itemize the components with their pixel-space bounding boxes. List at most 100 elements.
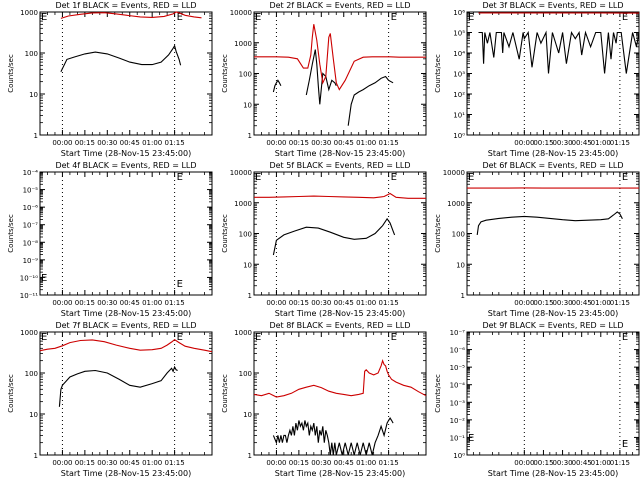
e-marker-top: E	[622, 172, 628, 183]
x-tick-label: 00:00	[514, 459, 534, 467]
plot-frame	[39, 171, 213, 296]
y-tick-label: 10⁻⁹	[23, 257, 39, 265]
chart-title: Det 7f BLACK = Events, RED = LLD	[55, 321, 196, 330]
y-tick-label: 1000	[234, 40, 252, 48]
y-tick-label: 10⁻⁶	[23, 204, 39, 212]
chart-title: Det 1f BLACK = Events, RED = LLD	[55, 1, 196, 10]
x-tick-label: 00:15	[289, 139, 309, 147]
y-tick-label: 10¹	[453, 112, 465, 120]
events-series-line	[58, 365, 178, 407]
x-tick-label: 01:00	[142, 459, 162, 467]
plot-frame	[466, 171, 640, 296]
y-tick-label: 10⁻²	[450, 417, 466, 425]
y-tick-label: 100	[25, 50, 38, 58]
x-tick-label: 00:15	[289, 299, 309, 307]
x-tick-label: 00:15	[533, 459, 553, 467]
events-series-line	[347, 75, 394, 126]
y-axis-label: Counts/sec	[7, 54, 15, 93]
y-tick-label: 10	[243, 261, 252, 269]
x-tick-label: 00:00	[52, 299, 72, 307]
panel-5: Det 5f BLACK = Events, RED = LLD Counts/s…	[221, 161, 427, 318]
x-axis-label: Start Time (28-Nov-15 23:45:00)	[61, 469, 191, 478]
x-axis-label: Start Time (28-Nov-15 23:45:00)	[488, 149, 618, 158]
y-tick-label: 10⁶	[453, 9, 465, 17]
x-tick-label: 00:00	[52, 459, 72, 467]
y-tick-label: 10000	[443, 169, 465, 177]
panel-7: Det 7f BLACK = Events, RED = LLD Counts/s…	[7, 321, 213, 478]
x-tick-label: 01:15	[165, 139, 185, 147]
x-tick-label: 00:30	[552, 139, 572, 147]
y-tick-label: 1000	[234, 200, 252, 208]
y-tick-label: 10⁴	[453, 50, 465, 58]
y-tick-label: 10⁻⁸	[23, 239, 39, 247]
y-axis-label: Counts/sec	[434, 374, 442, 413]
x-tick-label: 00:45	[120, 459, 140, 467]
e-marker-bottom: E	[177, 279, 183, 290]
y-tick-label: 1	[248, 292, 252, 300]
panel-9: Det 9f BLACK = Events, RED = LLD Counts/s…	[434, 321, 640, 478]
e-marker-left: E	[41, 273, 47, 284]
e-marker-top: E	[622, 332, 628, 343]
x-tick-label: 00:45	[334, 139, 354, 147]
x-axis-label: Start Time (28-Nov-15 23:45:00)	[488, 309, 618, 318]
x-tick-label: 01:00	[591, 139, 611, 147]
x-tick-label: 00:45	[120, 139, 140, 147]
panel-8: Det 8f BLACK = Events, RED = LLD Counts/s…	[221, 321, 427, 478]
x-tick-label: 01:15	[379, 459, 399, 467]
x-tick-label: 00:00	[266, 139, 286, 147]
y-tick-label: 1	[34, 452, 38, 460]
y-axis-label: Counts/sec	[434, 214, 442, 253]
x-tick-label: 00:45	[334, 459, 354, 467]
y-axis-label: Counts/sec	[221, 54, 229, 93]
x-tick-label: 00:30	[552, 459, 572, 467]
y-tick-label: 1000	[447, 200, 465, 208]
e-marker-left: E	[255, 332, 261, 343]
y-tick-label: 10⁻⁵	[23, 187, 39, 195]
y-tick-label: 10⁻⁴	[23, 169, 39, 177]
y-tick-label: 10000	[230, 9, 252, 17]
y-tick-label: 1	[248, 452, 252, 460]
x-tick-label: 01:15	[610, 139, 630, 147]
y-axis-label: Counts/sec	[7, 374, 15, 413]
y-tick-label: 100	[239, 370, 252, 378]
panel-2: Det 2f BLACK = Events, RED = LLD Counts/s…	[221, 1, 427, 158]
y-tick-label: 10⁻³	[450, 399, 466, 407]
x-tick-label: 01:00	[142, 299, 162, 307]
events-series-line	[478, 30, 640, 74]
events-series-line	[272, 416, 394, 456]
x-tick-label: 00:45	[572, 139, 592, 147]
x-tick-label: 00:30	[97, 299, 117, 307]
y-tick-label: 100	[239, 71, 252, 79]
e-marker-top: E	[177, 12, 183, 23]
plot-frame	[466, 11, 640, 136]
y-axis-label: Counts/sec	[434, 54, 442, 93]
x-tick-label: 00:15	[75, 139, 95, 147]
y-tick-label: 10⁻⁷	[23, 222, 39, 230]
y-tick-label: 10⁻⁷	[450, 329, 466, 337]
chart-title: Det 4f BLACK = Events, RED = LLD	[55, 161, 196, 170]
x-tick-label: 00:45	[120, 299, 140, 307]
y-axis-label: Counts/sec	[221, 374, 229, 413]
events-series-line	[272, 217, 396, 256]
y-tick-label: 10⁻¹	[450, 434, 466, 442]
x-tick-label: 00:30	[311, 299, 331, 307]
events-series-line	[476, 211, 623, 235]
plot-frame	[253, 171, 427, 296]
y-tick-label: 10⁻¹¹	[20, 292, 38, 300]
panel-6: Det 6f BLACK = Events, RED = LLD Counts/s…	[434, 161, 640, 318]
chart-title: Det 8f BLACK = Events, RED = LLD	[269, 321, 410, 330]
y-axis-label: Counts/sec	[7, 214, 15, 253]
e-marker-top: E	[622, 12, 628, 23]
x-tick-label: 00:15	[533, 139, 553, 147]
events-series-line	[60, 44, 182, 72]
x-tick-label: 00:15	[75, 459, 95, 467]
e-marker-top: E	[391, 12, 397, 23]
y-tick-label: 10⁻⁶	[450, 347, 466, 355]
x-tick-label: 00:45	[334, 299, 354, 307]
x-tick-label: 00:15	[75, 299, 95, 307]
x-tick-label: 00:30	[311, 139, 331, 147]
y-tick-label: 1000	[234, 329, 252, 337]
e-marker-top: E	[177, 332, 183, 343]
panel-3: Det 3f BLACK = Events, RED = LLD Counts/s…	[434, 1, 640, 158]
